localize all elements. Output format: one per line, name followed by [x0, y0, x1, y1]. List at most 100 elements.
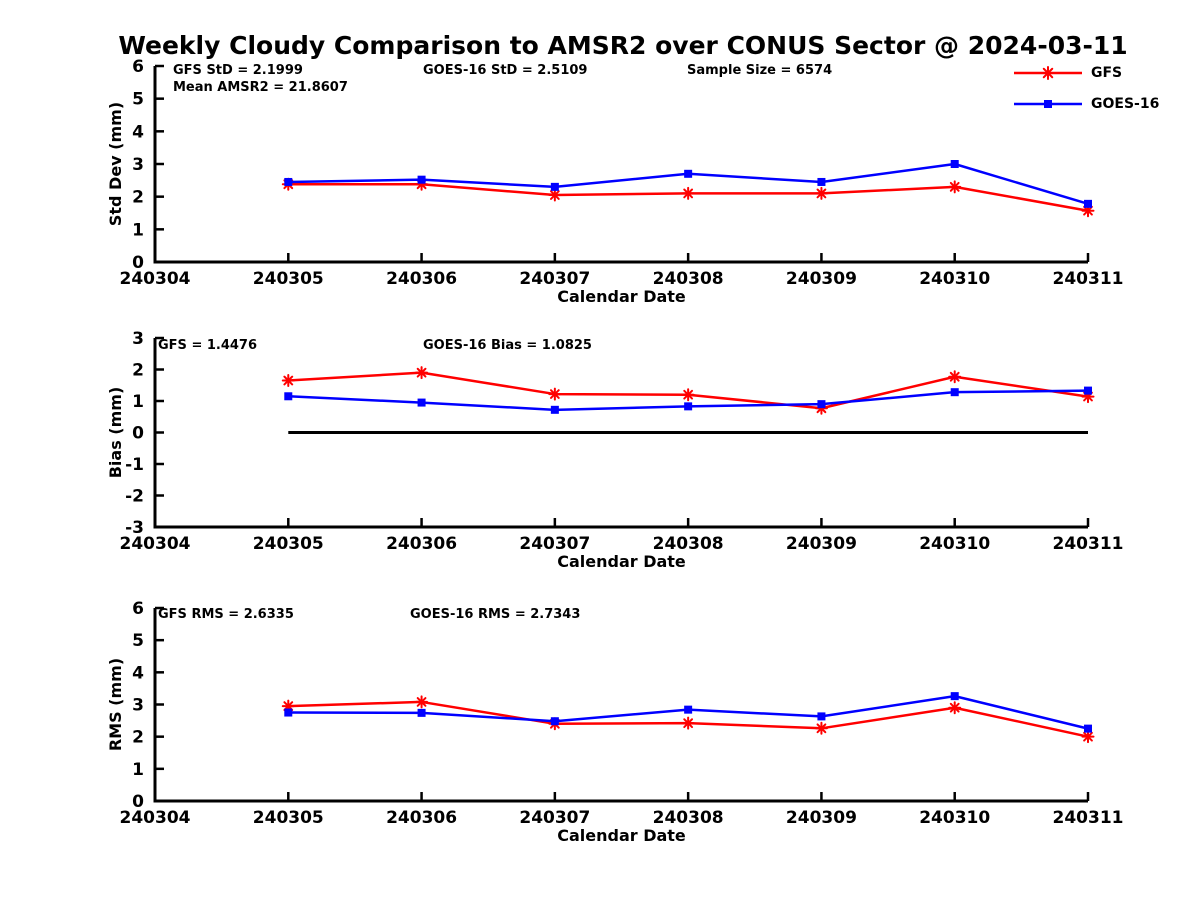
data-point-star [548, 188, 562, 202]
x-tick-label: 240305 [253, 534, 324, 554]
subplot-std-dev: 0 1 2 3 4 5 6 240304 240305 240306 240307 240308 240… [106, 57, 1123, 306]
data-point-star [415, 695, 429, 709]
y-tick-label: 5 [132, 90, 144, 110]
y-tick-label: 3 [132, 329, 144, 349]
y-tick-label: 3 [132, 155, 144, 175]
x-axis-label: Calendar Date [557, 287, 686, 306]
y-tick-label: -2 [125, 487, 144, 507]
x-tick-label: 240311 [1053, 269, 1124, 289]
y-tick-label: 4 [132, 122, 144, 142]
legend-label-gfs: GFS [1091, 64, 1123, 81]
data-point-square [417, 708, 426, 717]
data-point-star [415, 366, 429, 380]
stat-annotation: GFS StD = 2.1999 [173, 63, 303, 78]
x-tick-label: 240311 [1053, 808, 1124, 828]
data-point-square [950, 692, 959, 701]
data-point-star [948, 370, 962, 384]
x-tick-label: 240306 [386, 269, 457, 289]
x-tick-label: 240304 [120, 534, 191, 554]
data-point-square [417, 398, 426, 407]
data-point-square [284, 392, 293, 401]
subplot-rms: 0 1 2 3 4 5 6 240304 240305 240306 240307 240308 240… [106, 599, 1123, 845]
data-point-star [281, 374, 295, 388]
stat-annotation: GOES-16 Bias = 1.0825 [423, 338, 592, 353]
goes16-line-square-icon [1014, 99, 1082, 108]
data-point-square [817, 400, 826, 409]
data-point-star [681, 716, 695, 730]
chart-title: Weekly Cloudy Comparison to AMSR2 over C… [118, 31, 1128, 60]
y-axis-label: Bias (mm) [106, 387, 125, 479]
data-point-square [550, 182, 559, 191]
data-point-square [684, 169, 693, 178]
x-tick-label: 240307 [519, 269, 590, 289]
axis-frame [153, 608, 1088, 803]
data-point-square [1084, 199, 1092, 208]
data-point-square [684, 402, 693, 411]
y-tick-label: 2 [132, 361, 144, 381]
y-axis-label: Std Dev (mm) [106, 102, 125, 226]
data-point-square [817, 712, 826, 721]
stat-annotation: GOES-16 StD = 2.5109 [423, 63, 587, 78]
y-tick-label: 4 [132, 663, 144, 683]
y-tick-label: 1 [132, 220, 144, 240]
x-tick-label: 240309 [786, 808, 857, 828]
data-point-square [550, 717, 559, 726]
legend-item-goes16: GOES-16 [1012, 95, 1159, 112]
data-point-square [284, 708, 293, 717]
data-point-square [684, 705, 693, 714]
data-point-square [1084, 386, 1092, 395]
y-axis-label: RMS (mm) [106, 658, 125, 751]
y-tick-label: 2 [132, 188, 144, 208]
data-point-star [948, 180, 962, 194]
y-tick-label: 2 [132, 728, 144, 748]
y-tick-label: 5 [132, 631, 144, 651]
y-tick-label: 0 [132, 424, 144, 444]
data-point-square [1084, 724, 1092, 733]
x-tick-label: 240304 [120, 269, 191, 289]
x-tick-label: 240309 [786, 269, 857, 289]
x-tick-label: 240310 [919, 808, 990, 828]
stat-annotation: Mean AMSR2 = 21.8607 [173, 80, 348, 95]
data-point-square [550, 405, 559, 414]
gfs-line-star-icon [1014, 65, 1082, 80]
x-axis-label: Calendar Date [557, 552, 686, 571]
x-tick-label: 240311 [1053, 534, 1124, 554]
x-tick-label: 240310 [919, 269, 990, 289]
data-point-star [814, 186, 828, 200]
data-point-star [681, 186, 695, 200]
y-tick-label: 6 [132, 599, 144, 619]
data-point-square [817, 177, 826, 186]
data-point-square [950, 388, 959, 397]
y-tick-label: -3 [125, 518, 144, 538]
x-tick-label: 240310 [919, 534, 990, 554]
y-tick-label: 1 [132, 760, 144, 780]
subplot-bias: -3 -2 -1 0 1 2 3 240304 240305 240306 240307 240308… [106, 329, 1123, 571]
x-tick-label: 240305 [253, 808, 324, 828]
x-tick-label: 240305 [253, 269, 324, 289]
y-tick-label: -1 [125, 455, 144, 475]
legend-label-goes16: GOES-16 [1091, 95, 1160, 112]
x-axis-label: Calendar Date [557, 826, 686, 845]
x-tick-label: 240306 [386, 808, 457, 828]
data-point-square [284, 177, 293, 186]
data-point-star [548, 387, 562, 401]
x-tick-label: 240308 [653, 808, 724, 828]
x-tick-label: 240304 [120, 808, 191, 828]
x-tick-label: 240308 [653, 269, 724, 289]
y-tick-label: 1 [132, 392, 144, 412]
data-point-square [950, 160, 959, 168]
y-tick-label: 0 [132, 792, 144, 812]
data-point-star [814, 721, 828, 735]
y-tick-label: 3 [132, 696, 144, 716]
y-tick-label: 0 [132, 253, 144, 273]
data-point-star [681, 388, 695, 402]
x-tick-label: 240309 [786, 534, 857, 554]
y-tick-label: 6 [132, 57, 144, 77]
x-tick-label: 240308 [653, 534, 724, 554]
stat-annotation: Sample Size = 6574 [687, 63, 832, 78]
legend-item-gfs: GFS [1012, 64, 1159, 81]
legend: GFS GOES-16 [1012, 64, 1159, 112]
x-tick-label: 240306 [386, 534, 457, 554]
